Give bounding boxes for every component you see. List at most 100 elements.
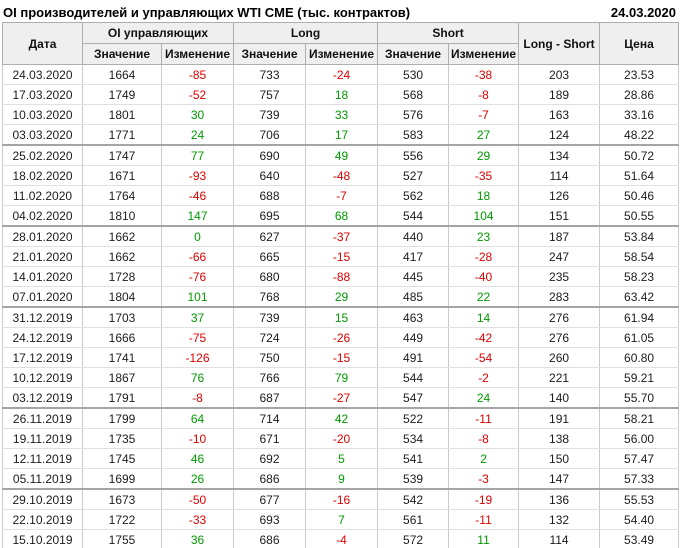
date-cell: 17.12.2019 — [2, 347, 83, 368]
long-change-cell: 9 — [305, 468, 379, 490]
oi-change-cell: -52 — [160, 84, 235, 105]
long-short-cell: 221 — [518, 367, 601, 388]
date-cell: 26.11.2019 — [2, 407, 83, 429]
oi-value-cell: 1671 — [82, 165, 162, 186]
short-change-cell: -40 — [448, 266, 520, 287]
short-value-cell: 583 — [377, 124, 450, 146]
date-cell: 11.02.2020 — [2, 185, 83, 206]
short-change-cell: -8 — [448, 428, 520, 449]
long-value-cell: 739 — [233, 306, 307, 328]
short-value-cell: 491 — [377, 347, 450, 368]
date-cell: 31.12.2019 — [2, 306, 83, 328]
short-value-cell: 522 — [377, 407, 450, 429]
oi-change-cell: -75 — [160, 327, 235, 348]
oi-change-cell: -85 — [160, 64, 235, 85]
long-change-cell: 15 — [305, 306, 379, 328]
table-row: 03.12.2019 1791 -8 687 -27 547 24 140 55… — [2, 387, 680, 409]
col-subheader-long-change: Изменение — [305, 43, 379, 65]
date-cell: 14.01.2020 — [2, 266, 83, 287]
short-change-cell: 104 — [448, 205, 520, 227]
price-cell: 55.53 — [599, 488, 680, 510]
long-value-cell: 680 — [233, 266, 307, 287]
long-change-cell: -15 — [305, 347, 379, 368]
long-change-cell: -24 — [305, 64, 379, 85]
table-row: 26.11.2019 1799 64 714 42 522 -11 191 58… — [2, 407, 680, 429]
table-row: 24.03.2020 1664 -85 733 -24 530 -38 203 … — [2, 64, 680, 85]
long-short-cell: 187 — [518, 225, 601, 247]
price-cell: 50.55 — [599, 205, 680, 227]
table-row: 04.02.2020 1810 147 695 68 544 104 151 5… — [2, 205, 680, 227]
oi-value-cell: 1703 — [82, 306, 162, 328]
short-change-cell: -28 — [448, 246, 520, 267]
long-value-cell: 766 — [233, 367, 307, 388]
oi-change-cell: -93 — [160, 165, 235, 186]
long-short-cell: 138 — [518, 428, 601, 449]
long-change-cell: 33 — [305, 104, 379, 125]
short-change-cell: -42 — [448, 327, 520, 348]
oi-value-cell: 1735 — [82, 428, 162, 449]
table-row: 19.11.2019 1735 -10 671 -20 534 -8 138 5… — [2, 428, 680, 449]
short-change-cell: -3 — [448, 468, 520, 490]
long-value-cell: 692 — [233, 448, 307, 469]
oi-value-cell: 1799 — [82, 407, 162, 429]
oi-value-cell: 1699 — [82, 468, 162, 490]
oi-change-cell: 76 — [160, 367, 235, 388]
table-row: 17.12.2019 1741 -126 750 -15 491 -54 260… — [2, 347, 680, 368]
oi-value-cell: 1745 — [82, 448, 162, 469]
page-title: OI производителей и управляющих WTI CME … — [3, 5, 411, 20]
oi-value-cell: 1804 — [82, 286, 162, 308]
oi-table: Дата OI управляющих Long Short Long - Sh… — [2, 22, 680, 548]
long-value-cell: 693 — [233, 509, 307, 530]
oi-value-cell: 1741 — [82, 347, 162, 368]
oi-value-cell: 1764 — [82, 185, 162, 206]
short-value-cell: 539 — [377, 468, 450, 490]
long-short-cell: 163 — [518, 104, 601, 125]
oi-value-cell: 1755 — [82, 529, 162, 548]
short-value-cell: 440 — [377, 225, 450, 247]
table-row: 22.10.2019 1722 -33 693 7 561 -11 132 54… — [2, 509, 680, 530]
short-change-cell: 29 — [448, 144, 520, 166]
price-cell: 33.16 — [599, 104, 680, 125]
short-change-cell: 23 — [448, 225, 520, 247]
table-row: 29.10.2019 1673 -50 677 -16 542 -19 136 … — [2, 488, 680, 510]
short-value-cell: 544 — [377, 367, 450, 388]
date-cell: 18.02.2020 — [2, 165, 83, 186]
oi-change-cell: -46 — [160, 185, 235, 206]
long-value-cell: 688 — [233, 185, 307, 206]
short-value-cell: 544 — [377, 205, 450, 227]
long-value-cell: 768 — [233, 286, 307, 308]
oi-value-cell: 1722 — [82, 509, 162, 530]
short-change-cell: 27 — [448, 124, 520, 146]
short-value-cell: 572 — [377, 529, 450, 548]
oi-value-cell: 1771 — [82, 124, 162, 146]
table-row: 17.03.2020 1749 -52 757 18 568 -8 189 28… — [2, 84, 680, 105]
long-value-cell: 671 — [233, 428, 307, 449]
long-change-cell: -7 — [305, 185, 379, 206]
short-change-cell: 22 — [448, 286, 520, 308]
long-value-cell: 724 — [233, 327, 307, 348]
date-cell: 29.10.2019 — [2, 488, 83, 510]
price-cell: 51.64 — [599, 165, 680, 186]
short-change-cell: -35 — [448, 165, 520, 186]
long-short-cell: 136 — [518, 488, 601, 510]
table-row: 21.01.2020 1662 -66 665 -15 417 -28 247 … — [2, 246, 680, 267]
table-header: Дата OI управляющих Long Short Long - Sh… — [2, 22, 680, 65]
oi-change-cell: 24 — [160, 124, 235, 146]
table-row: 03.03.2020 1771 24 706 17 583 27 124 48.… — [2, 124, 680, 146]
short-value-cell: 561 — [377, 509, 450, 530]
short-value-cell: 547 — [377, 387, 450, 409]
table-row: 05.11.2019 1699 26 686 9 539 -3 147 57.3… — [2, 468, 680, 490]
oi-change-cell: -50 — [160, 488, 235, 510]
table-row: 18.02.2020 1671 -93 640 -48 527 -35 114 … — [2, 165, 680, 186]
long-short-cell: 283 — [518, 286, 601, 308]
short-change-cell: 11 — [448, 529, 520, 548]
price-cell: 60.80 — [599, 347, 680, 368]
price-cell: 63.42 — [599, 286, 680, 308]
table-row: 14.01.2020 1728 -76 680 -88 445 -40 235 … — [2, 266, 680, 287]
table-row: 31.12.2019 1703 37 739 15 463 14 276 61.… — [2, 306, 680, 328]
long-value-cell: 686 — [233, 529, 307, 548]
long-change-cell: 5 — [305, 448, 379, 469]
oi-value-cell: 1666 — [82, 327, 162, 348]
oi-change-cell: 37 — [160, 306, 235, 328]
date-cell: 22.10.2019 — [2, 509, 83, 530]
